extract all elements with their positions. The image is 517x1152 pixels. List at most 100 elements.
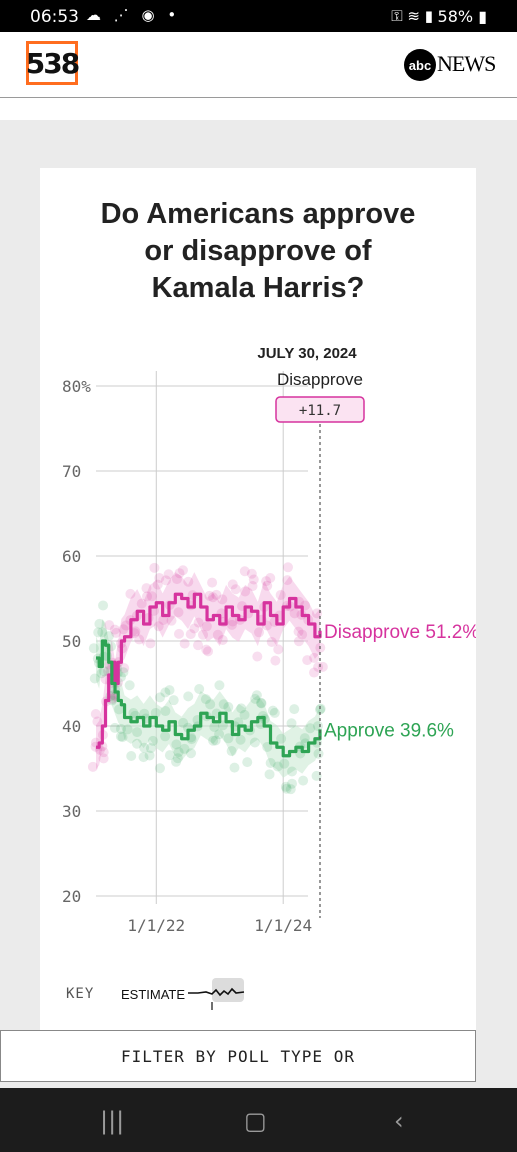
poll-dot: [240, 586, 251, 597]
poll-dot: [315, 704, 326, 715]
poll-dot: [275, 589, 286, 600]
poll-dot: [210, 735, 221, 746]
poll-dot: [109, 722, 120, 733]
poll-dot: [289, 704, 300, 715]
poll-dot: [98, 747, 109, 758]
chart-title-line-3: Kamala Harris?: [151, 272, 365, 304]
chart-end-labels: Disapprove 51.2% Approve 39.6%: [324, 622, 476, 742]
poll-dot: [309, 667, 320, 678]
poll-dot: [164, 685, 175, 696]
poll-dot: [134, 634, 145, 645]
poll-dot: [131, 738, 142, 749]
poll-dot: [264, 769, 275, 780]
poll-dot: [154, 572, 165, 583]
poll-dot: [205, 699, 216, 710]
poll-dot: [256, 698, 267, 709]
poll-dot: [239, 709, 250, 720]
chart-title-line-2: or disapprove of: [144, 235, 372, 267]
poll-dot: [242, 757, 253, 768]
poll-dot: [136, 598, 147, 609]
poll-dot: [262, 580, 273, 591]
poll-dot: [115, 731, 126, 742]
poll-dot: [282, 562, 293, 573]
poll-dot: [273, 644, 284, 655]
y-tick-label: 40: [62, 717, 81, 736]
key-label: KEY: [66, 986, 95, 1002]
poll-dot: [312, 721, 323, 732]
poll-dot: [88, 643, 99, 654]
poll-dot: [171, 574, 182, 585]
hover-series-label: Disapprove: [277, 370, 363, 389]
poll-dot: [173, 607, 184, 618]
poll-dot: [174, 628, 185, 639]
poll-dot: [103, 631, 114, 642]
poll-dot: [97, 627, 108, 638]
recent-apps-icon[interactable]: |||: [100, 1107, 125, 1135]
poll-dot: [150, 707, 161, 718]
poll-dot: [158, 615, 169, 626]
poll-dot: [90, 709, 101, 720]
hover-margin-value: +11.7: [299, 403, 341, 419]
poll-dot: [203, 646, 214, 657]
approval-chart[interactable]: 80% 70 60 50 40 30 20 1/1/22 1/1/24 JULY 30, 202…: [40, 168, 476, 958]
poll-dot: [269, 707, 280, 718]
poll-dot: [153, 621, 164, 632]
chart-hover: JULY 30, 2024 Disapprove +11.7: [257, 345, 365, 918]
poll-dot: [297, 629, 308, 640]
poll-dot: [317, 661, 328, 672]
poll-dot: [177, 565, 188, 576]
poll-dot: [183, 691, 194, 702]
poll-dot: [229, 762, 240, 773]
home-icon[interactable]: ▢: [244, 1107, 267, 1135]
poll-dot: [125, 588, 136, 599]
poll-dot: [212, 629, 223, 640]
poll-dot: [248, 574, 259, 585]
poll-dot: [298, 775, 309, 786]
poll-dot: [214, 680, 225, 691]
poll-dot: [119, 663, 130, 674]
y-tick-label: 30: [62, 802, 81, 821]
poll-dot: [178, 717, 189, 728]
poll-dot: [235, 734, 246, 745]
battery-level: 58% ▮: [437, 7, 487, 26]
poll-dot: [172, 753, 183, 764]
538-logo[interactable]: 538: [26, 41, 80, 85]
x-tick-label: 1/1/22: [127, 916, 185, 935]
x-tick-label: 1/1/24: [254, 916, 312, 935]
poll-dot: [262, 742, 273, 753]
poll-dot: [247, 581, 258, 592]
abc-news-wordmark[interactable]: NEWS: [437, 51, 496, 76]
chart-tick-labels: 80% 70 60 50 40 30 20 1/1/22 1/1/24: [62, 377, 312, 935]
poll-dot: [201, 644, 212, 655]
poll-dot: [250, 693, 261, 704]
poll-dot: [139, 742, 150, 753]
poll-dot: [209, 721, 220, 732]
poll-dot: [164, 750, 175, 761]
poll-dot: [173, 747, 184, 758]
filter-by-poll-type-button[interactable]: FILTER BY POLL TYPE OR: [0, 1030, 476, 1082]
poll-dot: [122, 724, 133, 735]
poll-dot: [128, 708, 139, 719]
abc-logo-icon[interactable]: abc: [404, 49, 436, 81]
poll-dot: [217, 635, 228, 646]
poll-dot: [276, 733, 287, 744]
poll-dot: [282, 575, 293, 586]
poll-dot: [183, 576, 194, 587]
poll-dot: [142, 591, 153, 602]
poll-dot: [313, 661, 324, 672]
poll-dot: [179, 638, 190, 649]
poll-dot: [293, 626, 304, 637]
poll-dot: [171, 756, 182, 767]
poll-dot: [261, 576, 272, 587]
poll-dot: [189, 623, 200, 634]
back-icon[interactable]: ‹: [394, 1107, 404, 1135]
poll-dot: [236, 703, 247, 714]
poll-dot: [280, 781, 291, 792]
poll-dot: [194, 684, 205, 695]
poll-dot: [266, 636, 277, 647]
chart-card: Do Americans approve or disapprove of Ka…: [40, 168, 476, 1038]
poll-dot: [249, 737, 260, 748]
poll-dot: [118, 667, 129, 678]
poll-dot: [305, 723, 316, 734]
poll-dot: [279, 758, 290, 769]
